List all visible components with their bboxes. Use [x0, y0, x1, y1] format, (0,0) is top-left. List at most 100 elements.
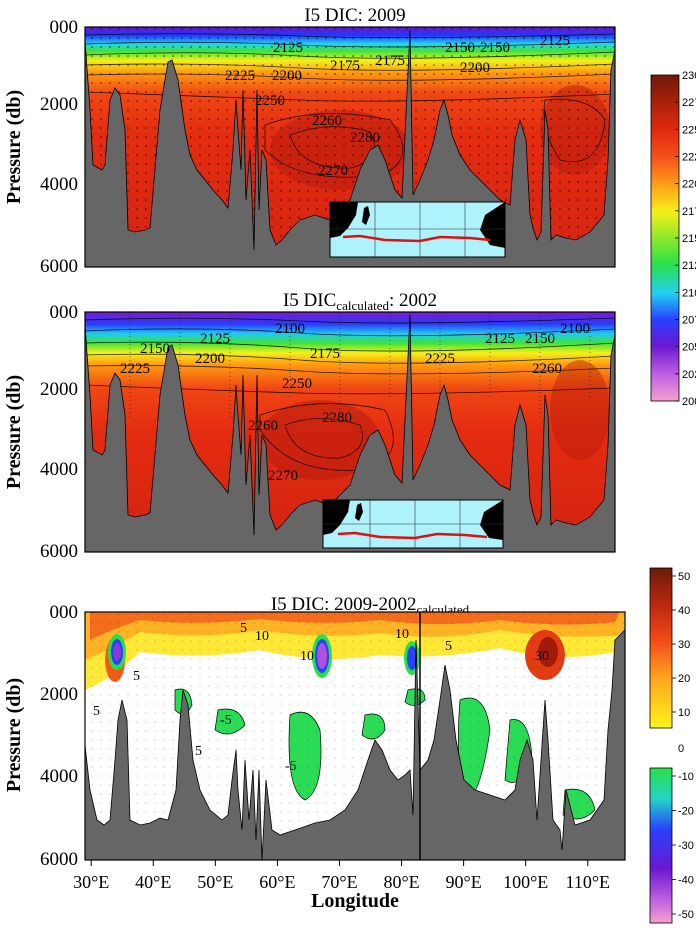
- y-tick-label: 6000: [40, 541, 78, 562]
- y-tick-label: 6000: [40, 849, 78, 870]
- inset-map: [322, 499, 504, 549]
- colorbar-negative: [649, 767, 673, 924]
- contour-label: 5: [240, 621, 247, 636]
- colorbar-tick-label: 2200: [682, 179, 696, 191]
- colorbar-tick-label: 2250: [682, 124, 696, 136]
- colorbar-tick-label: 2050: [682, 342, 696, 354]
- contour-label: -5: [285, 759, 297, 774]
- colorbar-tick-label: 2000: [682, 396, 696, 408]
- colorbar-tick-label: 2150: [682, 233, 696, 245]
- contour-label: 2125: [200, 331, 230, 347]
- colorbar-tick-label: 2175: [682, 206, 696, 218]
- contour-label: 2270: [318, 163, 348, 179]
- colorbar-tick-label: 2225: [682, 152, 696, 164]
- panel3-ylabel: Pressure (db): [3, 678, 25, 792]
- colorbar-tick-label: 50: [678, 571, 690, 583]
- x-tick-label: 70°E: [321, 872, 357, 892]
- contour-label: 2260: [532, 361, 562, 377]
- contour-label: 2125: [485, 331, 515, 347]
- colorbar-tick-label: -20: [678, 806, 694, 818]
- panel-dic-2009: I5 DIC: 2009 2125 2150 21: [3, 5, 616, 277]
- contour-label: 2250: [282, 376, 312, 392]
- panel1-frame: [84, 26, 616, 268]
- x-axis-label: Longitude: [311, 890, 399, 912]
- contour-label: 2150: [525, 331, 555, 347]
- colorbar-dic: 2300 2275 2250 2225 2200 2175 2150 2125 2100 2075…: [650, 70, 696, 408]
- colorbar-tick-label: 2125: [682, 260, 696, 272]
- colorbar-gradient: [650, 74, 680, 402]
- colorbar-tick-label: 40: [678, 605, 690, 617]
- contour-label: 10: [395, 627, 409, 642]
- y-tick-label: 4000: [40, 459, 78, 480]
- colorbar-positive: [649, 567, 673, 729]
- contour-label: 5: [445, 639, 452, 654]
- contour-label: 10: [255, 629, 269, 644]
- contour-label: 2200: [272, 68, 302, 84]
- contour-label: 2225: [225, 68, 255, 84]
- panel-dic-calculated-2002: I5 DICcalculated: 2002: [3, 290, 616, 562]
- panel2-ylabel: Pressure (db): [3, 375, 25, 489]
- colorbar-tick-label: 2025: [682, 369, 696, 381]
- cruise-track: [342, 234, 491, 243]
- panel2-title: I5 DICcalculated: 2002: [283, 290, 437, 313]
- x-tick-label: 60°E: [259, 872, 295, 892]
- seafloor-bathymetry: [85, 629, 625, 860]
- contour-label: 10: [300, 649, 314, 664]
- y-tick-label: 2000: [40, 684, 78, 705]
- contour-label: 2280: [322, 410, 352, 426]
- colorbar-tick-label: 2075: [682, 315, 696, 327]
- colorbar-tick-label: -50: [678, 909, 694, 921]
- y-tick-label: 2000: [40, 379, 78, 400]
- contour-label: 2100: [275, 321, 305, 337]
- contour-label: 2125: [540, 33, 570, 49]
- y-tick-label: 4000: [40, 766, 78, 787]
- contour-label: 5: [133, 669, 140, 684]
- panel2-frame: [84, 311, 616, 553]
- contour-label: 2225: [120, 361, 150, 377]
- x-tick-label: 100°E: [503, 872, 548, 892]
- contour-label: 5: [93, 704, 100, 719]
- australia-landmass: [480, 500, 503, 540]
- colorbar-tick-label: 2275: [682, 97, 696, 109]
- x-tick-label: 110°E: [565, 872, 610, 892]
- contour-label: 2260: [312, 113, 342, 129]
- colorbar-tick-label: 2300: [682, 70, 696, 82]
- y-tick-label: 000: [50, 17, 79, 38]
- contour-label: 2200: [195, 351, 225, 367]
- contour-label: 2150: [140, 341, 170, 357]
- station-lines: [129, 312, 591, 420]
- contour-label: 2175: [330, 58, 360, 74]
- colorbar-difference: 50 40 30 20 10 0 -10 -20 -30 -40 -50: [649, 567, 694, 924]
- y-tick-label: 6000: [40, 256, 78, 277]
- panel-dic-difference: I5 DIC: 2009-2002calculated: [3, 594, 626, 912]
- contour-label: 2150: [480, 40, 510, 56]
- colorbar-tick-label: 2100: [682, 287, 696, 299]
- contour-label: 2200: [460, 60, 490, 76]
- contour-label: 2175: [310, 346, 340, 362]
- x-tick-label: 40°E: [135, 872, 171, 892]
- inset-map: [329, 201, 506, 258]
- y-tick-label: 2000: [40, 94, 78, 115]
- colorbar-tick-label: 10: [678, 707, 690, 719]
- contour-label: 2175: [375, 53, 405, 69]
- contour-label: 2150: [445, 40, 475, 56]
- contour-label: 2260: [248, 418, 278, 434]
- contour-label: 2270: [268, 468, 298, 484]
- colorbar-tick-label: -40: [678, 875, 694, 887]
- australia-landmass: [480, 202, 505, 248]
- cruise-track: [337, 531, 488, 540]
- contour-label: 2250: [255, 93, 285, 109]
- contours: [85, 317, 615, 471]
- colorbar-tick-label: 20: [678, 673, 690, 685]
- x-tick-label: 80°E: [383, 872, 419, 892]
- panel1-ylabel: Pressure (db): [3, 90, 25, 204]
- colorbar-tick-label: -10: [678, 771, 694, 783]
- contour-label: 5: [195, 744, 202, 759]
- madagascar-landmass: [362, 206, 370, 225]
- madagascar-landmass: [355, 503, 363, 521]
- panel3-frame: [84, 611, 626, 861]
- contours: [85, 33, 615, 178]
- contour-label: 30: [535, 649, 549, 664]
- y-tick-label: 000: [50, 602, 79, 623]
